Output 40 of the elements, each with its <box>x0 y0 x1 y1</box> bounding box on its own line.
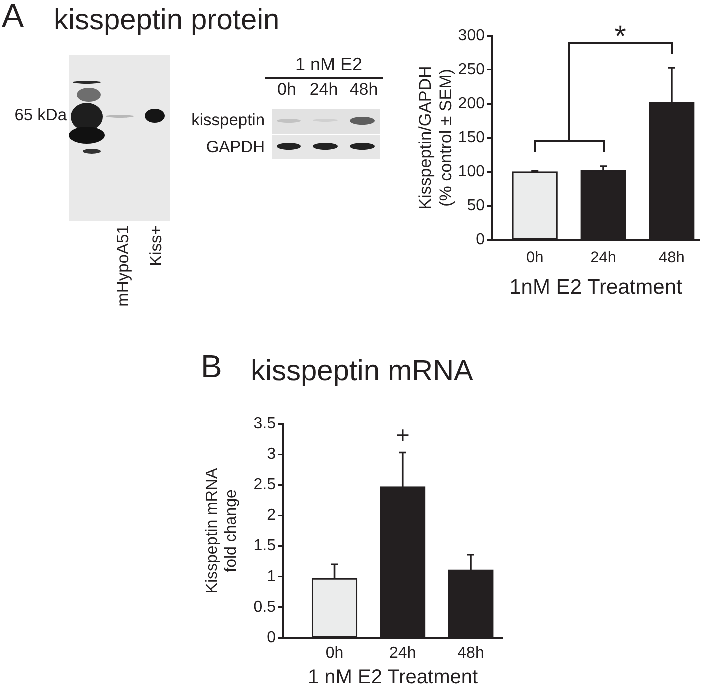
y-tick-label: 1.5 <box>254 538 276 555</box>
text: B <box>201 348 222 386</box>
x-tick-label: 48h <box>458 645 484 662</box>
chart-title: kisspeptin mRNA <box>251 355 474 389</box>
text: 1 nM E2 <box>295 54 363 76</box>
y-tick-label: 1 <box>267 568 276 586</box>
x-tick-label: 48h <box>659 250 685 267</box>
y-tick-label: 3.5 <box>254 415 276 432</box>
annotation: * <box>614 20 627 54</box>
text: kisspeptin protein <box>54 4 280 38</box>
x-axis-title: 1 nM E2 Treatment <box>308 666 478 689</box>
text: A <box>2 0 24 35</box>
y-tick-label: 0.5 <box>254 598 276 616</box>
x-tick-label: 24h <box>390 645 416 662</box>
y-tick-label: 0 <box>476 231 486 248</box>
x-axis-title: 1nM E2 Treatment <box>510 276 683 300</box>
y-axis-title: Kisspeptin/GAPDH (% control ± SEM) <box>416 66 456 210</box>
y-tick-label: 100 <box>458 163 486 180</box>
category-label: 24h <box>310 80 338 100</box>
text: 65 kDa <box>14 106 67 126</box>
annotation: + <box>396 422 410 450</box>
y-tick-label: 300 <box>458 27 486 44</box>
text: Kiss+ <box>148 226 166 266</box>
text: GAPDH <box>206 138 265 158</box>
y-tick-label: 3 <box>267 446 276 463</box>
text: mHypoA51 <box>114 225 134 307</box>
y-tick-label: 2.5 <box>254 476 276 494</box>
category-label: 0h <box>278 80 296 100</box>
category-label: 48h <box>350 80 378 100</box>
y-tick-label: 200 <box>458 95 486 112</box>
y-tick-label: 2 <box>267 507 276 524</box>
y-axis-title: Kisspeptin mRNA fold change <box>204 468 240 594</box>
y-tick-label: 250 <box>458 61 486 78</box>
y-tick-label: 150 <box>458 129 486 146</box>
x-tick-label: 0h <box>526 250 544 267</box>
x-tick-label: 0h <box>326 645 344 662</box>
text: kisspeptin <box>192 112 265 130</box>
y-tick-label: 50 <box>467 197 486 214</box>
x-tick-label: 24h <box>590 250 616 267</box>
y-tick-label: 0 <box>267 629 276 646</box>
